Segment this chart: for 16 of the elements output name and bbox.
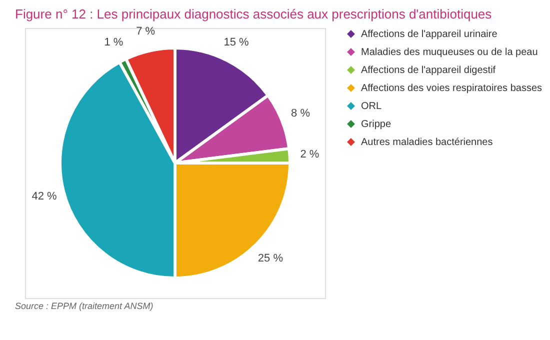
- data-label: 42 %: [32, 190, 57, 203]
- data-label: 2 %: [300, 148, 320, 161]
- legend-label: Maladies des muqueuses ou de la peau: [361, 47, 538, 58]
- legend-label: Grippe: [361, 119, 392, 130]
- legend-label: Affections des voies respiratoires basses: [361, 83, 542, 94]
- source-note: Source : EPPM (traitement ANSM): [15, 301, 154, 311]
- data-label: 25 %: [258, 252, 284, 264]
- data-label: 8 %: [291, 107, 310, 120]
- chart-title: Figure n° 12 : Les principaux diagnostics associés aux prescriptions d'antibiotiques: [15, 6, 492, 22]
- legend-label: Affections de l'appareil urinaire: [361, 29, 498, 40]
- legend-label: ORL: [361, 101, 382, 112]
- data-label: 15 %: [224, 36, 250, 49]
- legend-label: Autres maladies bactériennes: [361, 137, 493, 148]
- data-label: 7 %: [136, 25, 156, 38]
- legend-label: Affections de l'appareil digestif: [361, 65, 496, 76]
- data-label: 1 %: [104, 36, 124, 49]
